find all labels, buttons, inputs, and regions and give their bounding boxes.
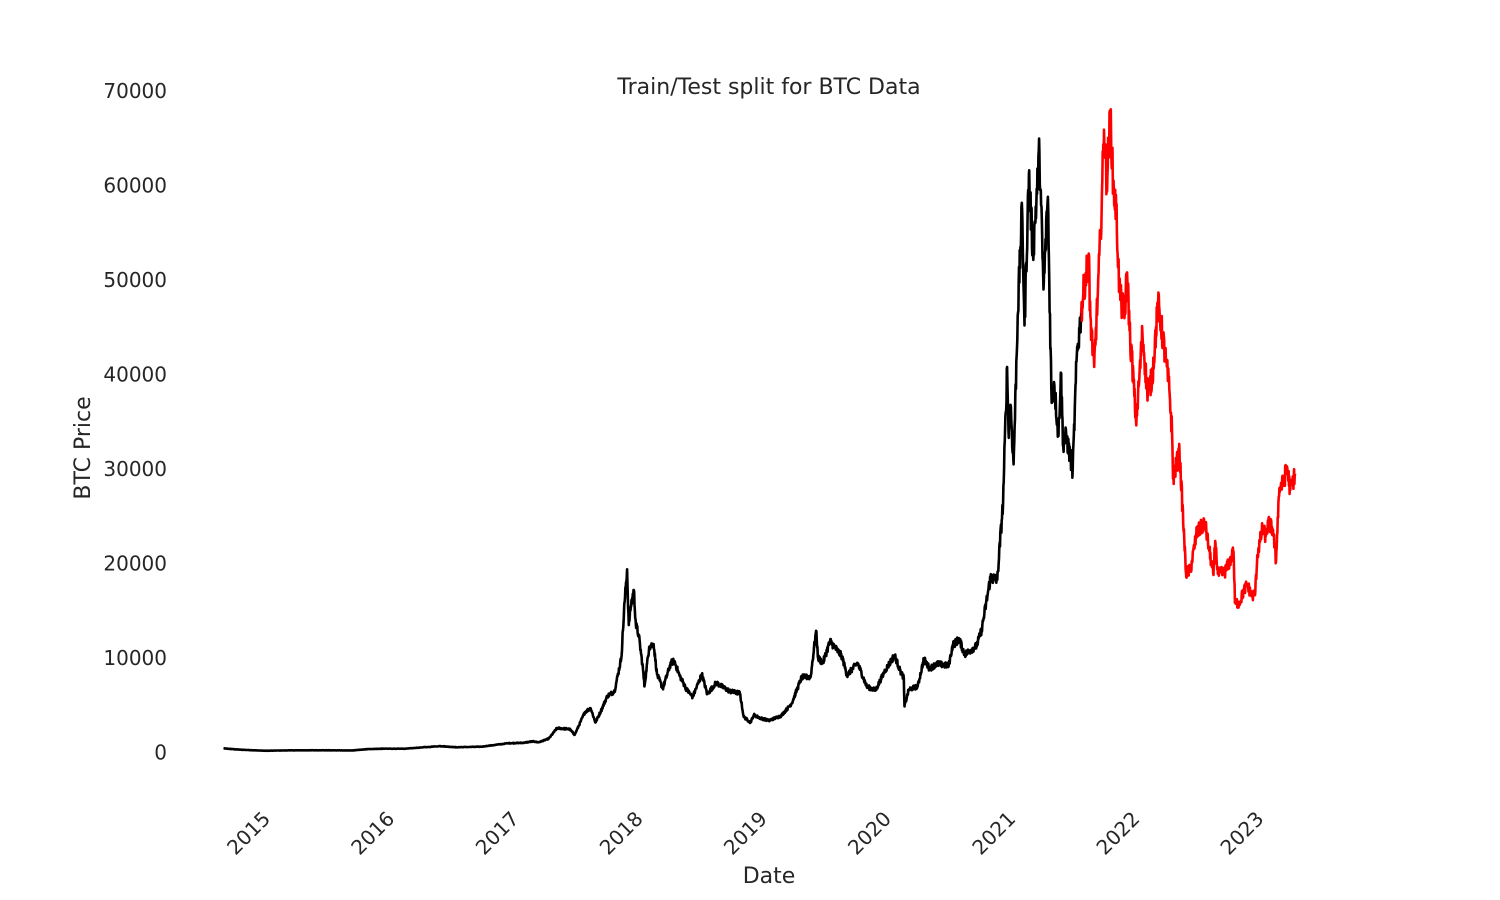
x-axis-ticks: 2015 2016 2017 2018 2019 2020 2021 2022 2023 [222, 807, 1268, 860]
y-tick-label: 0 [154, 741, 167, 765]
y-tick-label: 20000 [103, 552, 167, 576]
test-series-line [1079, 108, 1297, 609]
x-tick-label: 2023 [1215, 807, 1268, 860]
x-tick-label: 2016 [346, 807, 399, 860]
x-tick-label: 2015 [222, 807, 275, 860]
x-tick-label: 2020 [843, 807, 896, 860]
plot-area [222, 108, 1297, 753]
chart-title: Train/Test split for BTC Data [616, 75, 920, 100]
y-tick-label: 40000 [103, 363, 167, 387]
x-tick-label: 2021 [967, 807, 1020, 860]
y-tick-label: 70000 [103, 79, 167, 103]
y-axis-ticks: 0 10000 20000 30000 40000 50000 60000 70000 [103, 79, 167, 765]
y-tick-label: 30000 [103, 457, 167, 481]
x-axis-label: Date [743, 864, 796, 889]
y-tick-label: 60000 [103, 173, 167, 197]
train-series-line [222, 137, 1083, 753]
y-tick-label: 50000 [103, 268, 167, 292]
x-tick-label: 2022 [1091, 807, 1144, 860]
x-tick-label: 2018 [595, 807, 648, 860]
x-tick-label: 2017 [471, 807, 524, 860]
y-tick-label: 10000 [103, 646, 167, 670]
y-axis-label: BTC Price [71, 396, 96, 499]
x-tick-label: 2019 [719, 807, 772, 860]
